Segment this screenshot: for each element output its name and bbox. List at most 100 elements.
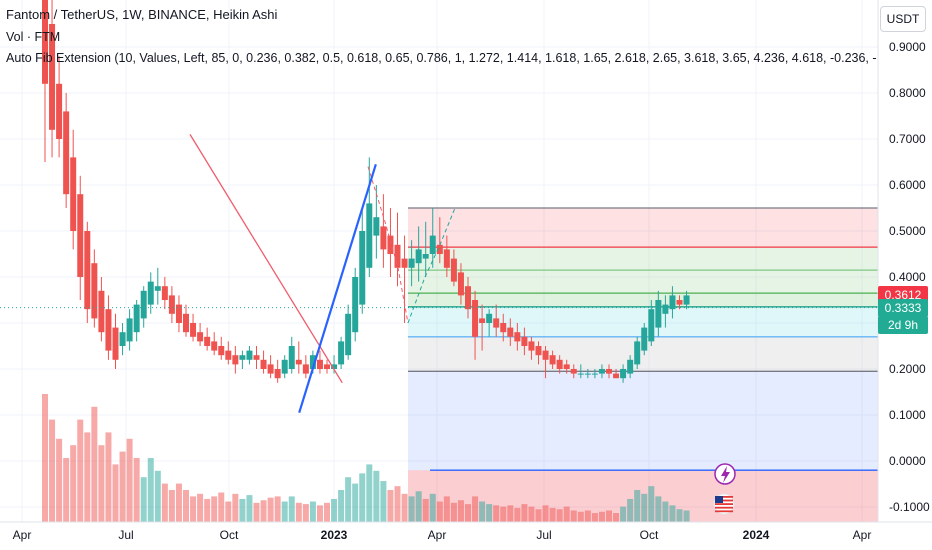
volume-bar [457, 500, 464, 522]
candle-body [606, 369, 612, 374]
volume-bar [408, 496, 415, 522]
candle-body [154, 286, 161, 291]
candle-body [535, 346, 542, 356]
price-tick-label: 0.1000 [889, 408, 926, 422]
volume-bar [49, 419, 56, 522]
candle-body [331, 364, 338, 369]
ascending-support-trendline[interactable] [298, 163, 377, 414]
volume-bar [514, 507, 521, 522]
time-tick-label: Jul [536, 528, 551, 542]
candle-body [472, 300, 479, 337]
candle-body [183, 313, 189, 333]
candle-body [584, 373, 591, 375]
candle-body [211, 341, 218, 351]
candle-body [634, 341, 641, 365]
candle-body [267, 364, 274, 374]
candle-body [598, 369, 605, 374]
volume-bar [204, 498, 211, 522]
descending-resistance-trendline[interactable] [189, 134, 343, 384]
volume-bar [606, 510, 612, 522]
candle-body [556, 359, 563, 369]
fib-zone [408, 247, 878, 271]
us-flag-canton [715, 496, 723, 503]
candle-body [465, 286, 471, 310]
time-tick-label: Oct [220, 528, 239, 542]
candle-body [683, 295, 690, 305]
lightning-icon [714, 463, 736, 485]
volume-bar [168, 490, 175, 522]
volume-bar [591, 513, 598, 522]
volume-bar [620, 506, 627, 522]
candle-body [253, 355, 260, 360]
candle-body [528, 341, 535, 351]
currency-button[interactable]: USDT [880, 6, 926, 32]
volume-bar [112, 464, 119, 522]
candle-body [91, 263, 98, 319]
candle-body [239, 355, 246, 360]
countdown-tag: 2d 9h [878, 315, 928, 334]
candle-body [542, 350, 549, 360]
candle-body [514, 332, 521, 342]
candle-body [422, 254, 429, 259]
price-tick-label: 0.6000 [889, 178, 926, 192]
volume-bar [486, 504, 493, 522]
volume-bar [500, 506, 507, 522]
fib-indicator-label[interactable]: Auto Fib Extension (10, Values, Left, 85… [6, 51, 876, 65]
volume-bar [655, 496, 662, 522]
candle-body [620, 369, 627, 379]
volume-bar [366, 464, 373, 522]
candle-body [42, 0, 48, 84]
volume-bar [133, 458, 140, 522]
volume-bar [577, 511, 584, 522]
trendlines[interactable] [189, 134, 377, 414]
volume-bar [415, 491, 422, 522]
volume-bar [63, 458, 70, 522]
candle-body [338, 341, 345, 365]
volume-bar [154, 470, 161, 522]
volume-bar [535, 509, 542, 522]
volume-bar [211, 496, 218, 522]
candle-body [140, 290, 147, 319]
candle-body [302, 364, 309, 374]
candle-body [359, 231, 366, 305]
candle-body [218, 346, 225, 356]
volume-bar [70, 445, 77, 522]
volume-bar [324, 502, 330, 522]
candle-body [112, 327, 119, 360]
candle-body [563, 364, 570, 369]
time-axis-bg [0, 522, 932, 550]
price-tick-label: 0.2000 [889, 362, 926, 376]
fib-zone [408, 371, 878, 471]
volume-bar [316, 505, 323, 522]
price-axis-bg [878, 0, 932, 550]
time-tick-label: 2023 [321, 528, 348, 542]
volume-bar [443, 496, 450, 522]
candle-body [380, 226, 387, 250]
volume-bar [197, 493, 204, 522]
us-flag-stripe [715, 506, 733, 509]
volume-bar [190, 496, 197, 522]
time-tick-label: Jul [118, 528, 133, 542]
volume-bar [225, 501, 232, 522]
volume-bar [436, 501, 443, 522]
us-flag-stripe [715, 496, 733, 498]
candle-body [429, 235, 436, 254]
chart-title[interactable]: Fantom / TetherUS, 1W, BINANCE, Heikin A… [6, 7, 278, 22]
volume-bar [359, 473, 366, 522]
price-tick-label: 0.9000 [889, 40, 926, 54]
volume-bar [598, 511, 605, 522]
candle-body [627, 359, 634, 374]
volume-bar [676, 509, 683, 522]
volume-bar [246, 495, 253, 522]
volume-bar [56, 438, 63, 522]
volume-bar [627, 498, 634, 522]
candle-body [408, 258, 415, 268]
volume-bar [542, 505, 549, 522]
candle-body [70, 157, 77, 231]
candle-body [288, 346, 295, 369]
candle-body [175, 304, 182, 323]
volume-indicator-label[interactable]: Vol · FTM [6, 30, 61, 44]
candle-body [493, 318, 500, 328]
candle-body [591, 373, 598, 375]
